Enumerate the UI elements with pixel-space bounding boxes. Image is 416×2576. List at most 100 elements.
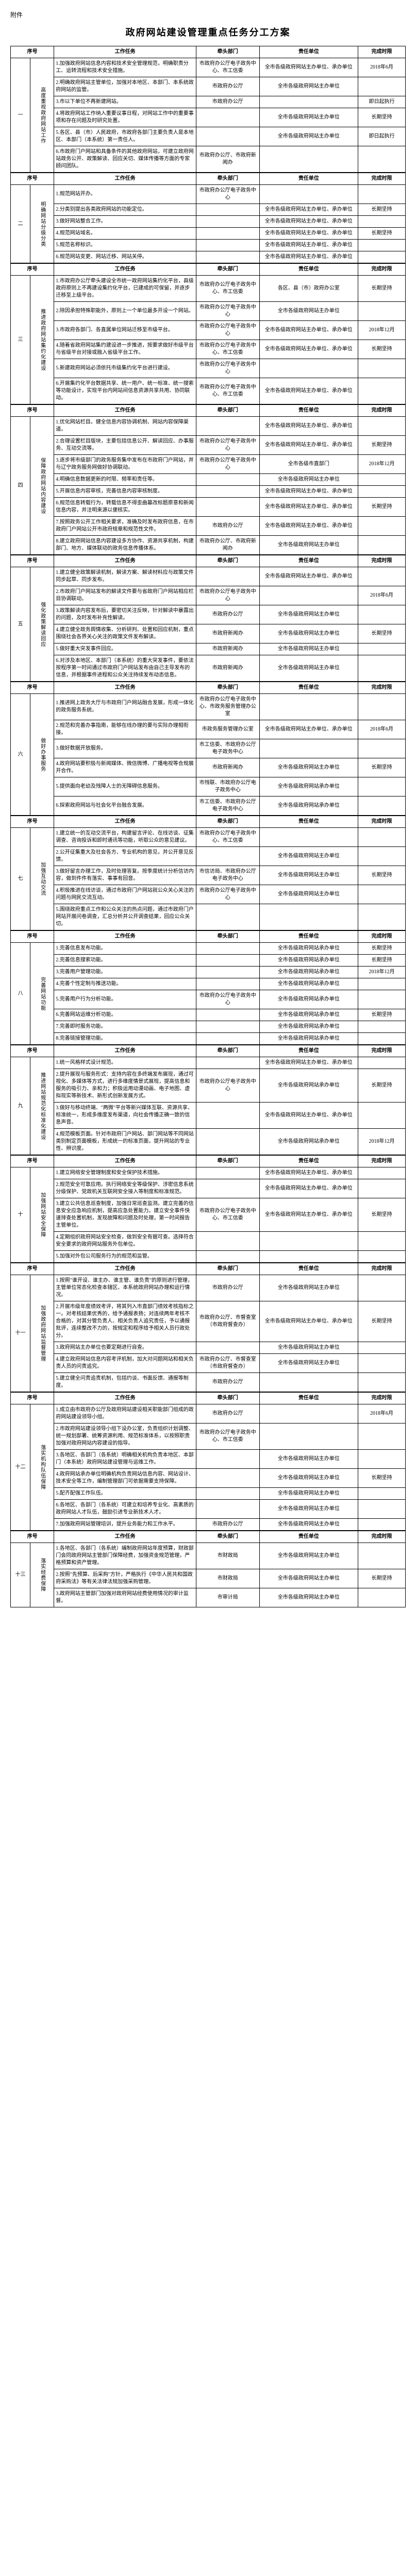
resp-cell: 全市各级政府网站主办单位 (259, 474, 358, 486)
lead-cell (196, 417, 260, 436)
col-header-due: 完成时限 (358, 1156, 406, 1167)
task-cell: 4.建立健全政务舆情收集、分析研判、处置和回应机制，重点围绕社会各界关心关注的政… (54, 624, 196, 643)
col-header-due: 完成时限 (358, 555, 406, 567)
task-cell: 4.积极推进在线访谈，通过市政府门户网站就公众关心关注的问题与网民交流互动。 (54, 885, 196, 904)
lead-cell: 市政府办公厅电子政务中心、市工信委 (196, 1198, 260, 1232)
col-header-lead: 牵头部门 (196, 682, 260, 694)
col-header-lead: 牵头部门 (196, 264, 260, 276)
due-cell (358, 1167, 406, 1179)
task-cell: 1.成立由市政府办公厅及政府网站建设相关职能部门组成的政府网站建设领导小组。 (54, 1404, 196, 1423)
col-header-resp: 责任单位 (259, 682, 358, 694)
lead-cell: 市政府办公厅 (196, 517, 260, 536)
due-cell: 长期坚持 (358, 866, 406, 885)
lead-cell: 市政府办公厅 (196, 96, 260, 108)
task-cell: 2.完善信息搜索功能。 (54, 955, 196, 967)
resp-cell (259, 1373, 358, 1392)
resp-cell: 全市各级政府网站承办单位 (259, 943, 358, 955)
task-cell: 5.围绕政府重点工作和公众关注的热点问题，通过市政府门户网站开展问卷调查，汇总分… (54, 904, 196, 930)
resp-cell: 全市各级政府网站主办单位 (259, 1342, 358, 1354)
lead-cell: 市政府办公厅电子政务中心、市工信委 (196, 58, 260, 77)
due-cell: 长期坚持 (358, 228, 406, 240)
due-cell (358, 1057, 406, 1069)
due-cell (358, 655, 406, 682)
col-header-due: 完成时限 (358, 1045, 406, 1057)
lead-cell (196, 943, 260, 955)
task-cell: 2.规范安全可靠应用。执行网络安全等级保护、涉密信息系统分级保护、党政机关互联网… (54, 1179, 196, 1198)
col-header-resp: 责任单位 (259, 931, 358, 943)
due-cell: 长期坚持 (358, 436, 406, 455)
lead-cell (196, 967, 260, 978)
col-header-seq: 序号 (11, 46, 54, 58)
resp-cell: 全市各级政府网站主办单位 (259, 1588, 358, 1607)
task-cell: 3.建立公共信息巡查制度，加强日常巡查监测。建立完善的信息安全应急响应机制，提高… (54, 1198, 196, 1232)
task-cell: 2.公开征集重大及社会各方、专业机构的意见，并公开意见反馈。 (54, 847, 196, 866)
due-cell (358, 1423, 406, 1450)
col-header-lead: 牵头部门 (196, 931, 260, 943)
resp-cell: 全市各级政府网站主办单位、承办单位 (259, 204, 358, 216)
lead-cell: 市政府办公厅电子政务中心 (196, 885, 260, 904)
due-cell: 即日起执行 (358, 96, 406, 108)
section-sub: 加强网站安全保障 (30, 1167, 54, 1263)
section-table: 序号工作任务牵头部门责任单位完成时限十二落实机构队伍保障1.成立由市政府办公厅及… (10, 1392, 406, 1531)
resp-cell (259, 904, 358, 930)
due-cell: 2018年6月 (358, 720, 406, 739)
due-cell (358, 1488, 406, 1500)
resp-cell: 全市各级政府网站承办单位 (259, 796, 358, 816)
lead-cell (196, 1251, 260, 1263)
section-seq: 七 (11, 828, 30, 930)
lead-cell: 市政府新闻办 (196, 643, 260, 655)
section-sub: 加强政府网站监督管理 (30, 1275, 54, 1392)
due-cell (358, 1103, 406, 1129)
section-seq: 九 (11, 1057, 30, 1155)
lead-cell (196, 108, 260, 127)
col-header-task: 工作任务 (54, 1531, 196, 1543)
due-cell (358, 251, 406, 263)
section-table: 序号工作任务牵头部门责任单位完成时限五强化政策解读回应1.建立健全政策解读机制，… (10, 555, 406, 682)
lead-cell: 市工信委、市政府办公厅电子政务中心 (196, 796, 260, 816)
resp-cell: 全市各级政府网站主办单位 (259, 1275, 358, 1301)
lead-cell: 市政府办公厅电子政务中心、市工信委 (196, 828, 260, 847)
due-cell: 长期坚持 (358, 955, 406, 967)
resp-cell: 全市各级政府网站承办单位 (259, 955, 358, 967)
resp-cell: 全市各级政府网站主办单位 (259, 1488, 358, 1500)
task-cell: 2.开展市级年度绩效考评，将其列入市直部门绩效考核指标之一。对考核结果优秀的，给… (54, 1301, 196, 1342)
col-header-task: 工作任务 (54, 173, 196, 185)
col-header-seq: 序号 (11, 264, 54, 276)
lead-cell (196, 1009, 260, 1021)
resp-cell: 全市各级政府网站主办单位、承办单位 (259, 417, 358, 436)
due-cell (358, 643, 406, 655)
col-header-resp: 责任单位 (259, 1263, 358, 1275)
resp-cell: 全市各级政府网站主办单位 (259, 1569, 358, 1588)
task-cell: 5.做好重大突发事件回应。 (54, 643, 196, 655)
task-cell: 8.完善链接管理功能。 (54, 1033, 196, 1045)
task-cell: 1.规范网站开办。 (54, 185, 196, 204)
task-cell: 6.开展集约化平台数据共享、统一用户、统一标准、统一搜索等功能设计，实现平台内网… (54, 378, 196, 404)
lead-cell: 市政府办公厅电子政务中心 (196, 436, 260, 455)
due-cell (358, 1342, 406, 1354)
lead-cell: 市政府办公厅 (196, 1275, 260, 1301)
task-cell: 4.随着省政府网站集约建设进一步推进，按要求做好市级平台与省级平台对接或融入省级… (54, 340, 196, 359)
section-table: 序号工作任务牵头部门责任单位完成时限二明确网站分级分类1.规范网站开办。市政府办… (10, 173, 406, 263)
col-header-lead: 牵头部门 (196, 1263, 260, 1275)
due-cell (358, 146, 406, 173)
task-cell: 3.做好数据开放服务。 (54, 739, 196, 758)
section-sub: 推进政府网站集约化建设 (30, 276, 54, 404)
col-header-seq: 序号 (11, 173, 54, 185)
resp-cell: 全市各级政府网站主办单位 (259, 758, 358, 777)
lead-cell: 市政府办公厅、市政府新闻办 (196, 536, 260, 555)
lead-cell: 市政府办公厅 (196, 1519, 260, 1531)
resp-cell: 全市各级政府网站主办单位 (259, 1354, 358, 1373)
col-header-task: 工作任务 (54, 931, 196, 943)
lead-cell: 市政府新闻办 (196, 655, 260, 682)
task-cell: 3.市政府各部门、各直属单位网站迁移至市级平台。 (54, 321, 196, 340)
col-header-task: 工作任务 (54, 555, 196, 567)
due-cell (358, 1275, 406, 1301)
due-cell: 长期坚持 (358, 1198, 406, 1232)
due-cell: 长期坚持 (358, 1569, 406, 1588)
col-header-due: 完成时限 (358, 931, 406, 943)
lead-cell (196, 904, 260, 930)
task-cell: 2.合理设置栏目版块，主要包括信息公开、解读回应、办事服务、互动交流等。 (54, 436, 196, 455)
resp-cell: 全市各级政府网站承办单位 (259, 1069, 358, 1103)
task-cell: 2.规范和完善办事指南，能够在线办理的要与实际办理相衔接。 (54, 720, 196, 739)
lead-cell (196, 1232, 260, 1251)
